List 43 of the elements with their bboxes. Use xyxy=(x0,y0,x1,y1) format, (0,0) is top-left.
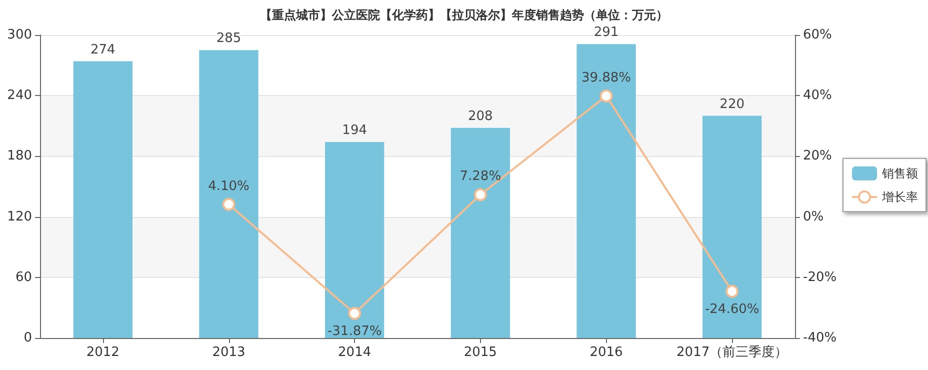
y-tick-label: 180 xyxy=(7,148,32,164)
y-tick-label: 300 xyxy=(7,28,32,42)
bar xyxy=(702,116,762,338)
legend-label: 销售额 xyxy=(881,166,918,180)
x-tick-label: 2016 xyxy=(590,345,623,360)
data-label: 208 xyxy=(468,108,493,124)
data-label: -24.60% xyxy=(704,302,760,317)
data-label: 285 xyxy=(216,31,242,46)
bar xyxy=(450,128,510,338)
point xyxy=(726,284,739,298)
y2-tick-label: 0% xyxy=(803,209,824,224)
y2-tick-label: -40% xyxy=(803,330,837,346)
data-label: 220 xyxy=(720,96,744,112)
data-label: 7.28% xyxy=(460,169,502,184)
y-tick-label: 240 xyxy=(7,88,32,104)
legend-label: 增长率 xyxy=(881,190,918,204)
chart-title: 【重点城市】公立医院【化学药】【拉贝洛尔】年度销售趋势（单位：万元） xyxy=(260,8,668,22)
y-tick-label: 120 xyxy=(7,209,32,224)
y2-tick-label: -20% xyxy=(803,270,837,285)
y2-tick-label: 40% xyxy=(803,88,832,104)
bar xyxy=(199,50,258,338)
bar xyxy=(73,61,132,338)
data-label: -31.87% xyxy=(327,324,382,339)
point xyxy=(474,188,487,202)
x-tick-label: 2014 xyxy=(338,345,372,360)
x-tick-label: 2012 xyxy=(86,345,120,360)
point xyxy=(222,198,236,211)
point xyxy=(348,306,362,320)
data-label: 274 xyxy=(90,42,116,58)
y2-tick-label: 20% xyxy=(803,148,832,164)
y-tick-label: 0 xyxy=(24,330,32,346)
data-label: 39.88% xyxy=(581,70,632,86)
bar xyxy=(325,142,384,338)
y2-tick-label: 60% xyxy=(803,28,832,42)
data-label: 291 xyxy=(594,25,619,40)
x-tick-label: 2015 xyxy=(464,345,497,360)
x-tick-label: 2017（前三季度） xyxy=(676,344,788,360)
x-tick-label: 2013 xyxy=(212,345,246,360)
data-label: 4.10% xyxy=(208,178,250,194)
bar xyxy=(576,44,636,338)
point xyxy=(600,89,613,102)
data-label: 194 xyxy=(342,123,367,138)
y-tick-label: 60 xyxy=(15,270,32,285)
